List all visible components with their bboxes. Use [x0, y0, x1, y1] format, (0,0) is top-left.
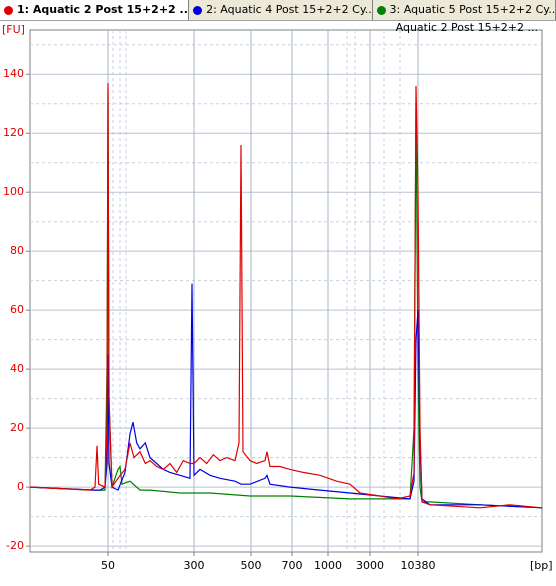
x-tick-label: 10380	[401, 559, 436, 572]
tab-dot	[4, 5, 13, 15]
x-tick-label: 700	[282, 559, 303, 572]
tab-bar: 1: Aquatic 2 Post 15+2+2 ... 2: Aquatic 4…	[0, 0, 556, 21]
y-tick-label: 0	[17, 480, 24, 493]
y-tick-label: 100	[3, 185, 24, 198]
x-tick-label: 500	[241, 559, 262, 572]
tab[interactable]: 3: Aquatic 5 Post 15+2+2 Cy...	[373, 0, 556, 20]
tab-label: 2: Aquatic 4 Post 15+2+2 Cy...	[206, 3, 373, 16]
y-tick-label: 120	[3, 126, 24, 139]
tab-dot	[193, 5, 203, 15]
y-axis-label: [FU]	[2, 23, 25, 36]
plot-area	[29, 29, 543, 553]
tab-label: 3: Aquatic 5 Post 15+2+2 Cy...	[389, 3, 556, 16]
y-tick-label: 60	[10, 303, 24, 316]
x-tick-label: 50	[101, 559, 115, 572]
y-tick-label: 20	[10, 421, 24, 434]
tab-dot	[376, 5, 386, 15]
y-tick-label: -20	[6, 539, 24, 552]
y-tick-label: 40	[10, 362, 24, 375]
tab[interactable]: 1: Aquatic 2 Post 15+2+2 ...	[0, 0, 190, 20]
chart-subtitle: Aquatic 2 Post 15+2+2 ...	[396, 21, 538, 34]
tab[interactable]: 2: Aquatic 4 Post 15+2+2 Cy...	[189, 0, 373, 20]
trace	[29, 283, 543, 509]
x-tick-label: 3000	[356, 559, 384, 572]
tab-label: 1: Aquatic 2 Post 15+2+2 ...	[17, 3, 190, 16]
y-tick-label: 140	[3, 67, 24, 80]
x-tick-label: 1000	[314, 559, 342, 572]
y-tick-label: 80	[10, 244, 24, 257]
chart: Aquatic 2 Post 15+2+2 ... [FU] [bp] -20 0…	[2, 21, 553, 572]
trace	[29, 83, 543, 509]
x-axis-label: [bp]	[530, 559, 553, 572]
x-tick-label: 300	[184, 559, 205, 572]
